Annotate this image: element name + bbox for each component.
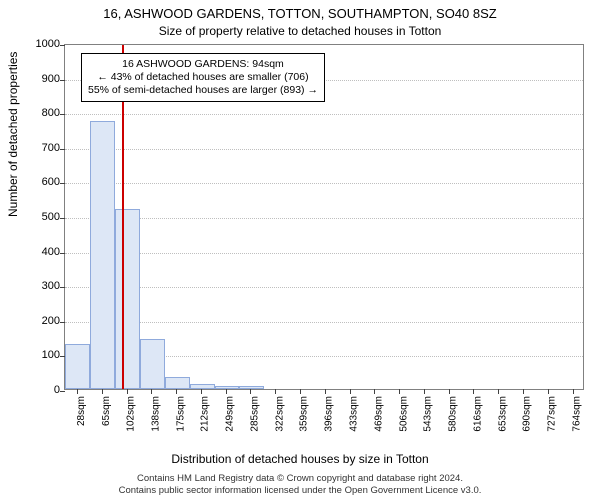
chart-container: 16, ASHWOOD GARDENS, TOTTON, SOUTHAMPTON… (0, 0, 600, 500)
histogram-bar (115, 209, 140, 389)
x-tick-mark (127, 389, 128, 394)
footer-line-1: Contains HM Land Registry data © Crown c… (0, 473, 600, 484)
x-tick-label: 285sqm (249, 396, 260, 432)
y-tick-mark (60, 149, 65, 150)
x-tick-mark (77, 389, 78, 394)
y-tick-label: 0 (12, 384, 60, 396)
x-tick-label: 28sqm (76, 396, 87, 426)
chart-footer: Contains HM Land Registry data © Crown c… (0, 473, 600, 496)
x-tick-mark (102, 389, 103, 394)
histogram-bar (90, 121, 115, 389)
annotation-line: 16 ASHWOOD GARDENS: 94sqm (88, 58, 318, 71)
x-tick-label: 653sqm (497, 396, 508, 432)
histogram-bar (190, 384, 215, 389)
x-tick-mark (573, 389, 574, 394)
histogram-bar (65, 344, 90, 389)
x-tick-mark (498, 389, 499, 394)
grid-line (65, 114, 583, 115)
y-tick-mark (60, 391, 65, 392)
x-tick-mark (399, 389, 400, 394)
histogram-bar (239, 386, 264, 389)
x-tick-label: 690sqm (522, 396, 533, 432)
x-tick-label: 359sqm (299, 396, 310, 432)
x-tick-mark (548, 389, 549, 394)
y-tick-mark (60, 322, 65, 323)
x-tick-label: 543sqm (423, 396, 434, 432)
x-tick-label: 212sqm (200, 396, 211, 432)
x-tick-mark (176, 389, 177, 394)
x-axis-title: Distribution of detached houses by size … (0, 452, 600, 466)
y-tick-mark (60, 218, 65, 219)
x-tick-mark (151, 389, 152, 394)
histogram-bar (140, 339, 165, 389)
x-tick-label: 396sqm (324, 396, 335, 432)
y-tick-label: 900 (12, 73, 60, 85)
x-tick-label: 175sqm (175, 396, 186, 432)
y-tick-mark (60, 253, 65, 254)
y-tick-label: 400 (12, 246, 60, 258)
grid-line (65, 218, 583, 219)
y-tick-label: 700 (12, 142, 60, 154)
y-tick-label: 500 (12, 211, 60, 223)
annotation-box: 16 ASHWOOD GARDENS: 94sqm← 43% of detach… (81, 53, 325, 102)
x-tick-mark (226, 389, 227, 394)
x-tick-label: 580sqm (448, 396, 459, 432)
grid-line (65, 149, 583, 150)
x-tick-label: 764sqm (572, 396, 583, 432)
y-tick-mark (60, 45, 65, 46)
footer-line-2: Contains public sector information licen… (0, 485, 600, 496)
y-tick-mark (60, 287, 65, 288)
chart-subtitle: Size of property relative to detached ho… (0, 24, 600, 38)
y-tick-label: 100 (12, 349, 60, 361)
x-tick-label: 616sqm (472, 396, 483, 432)
histogram-bar (165, 377, 190, 389)
x-tick-label: 469sqm (373, 396, 384, 432)
y-tick-label: 1000 (12, 38, 60, 50)
x-tick-label: 102sqm (126, 396, 137, 432)
x-tick-mark (473, 389, 474, 394)
x-tick-mark (523, 389, 524, 394)
x-tick-label: 727sqm (547, 396, 558, 432)
plot-area: 16 ASHWOOD GARDENS: 94sqm← 43% of detach… (64, 44, 584, 390)
grid-line (65, 287, 583, 288)
x-tick-mark (300, 389, 301, 394)
y-tick-label: 800 (12, 107, 60, 119)
x-tick-label: 506sqm (398, 396, 409, 432)
x-tick-mark (350, 389, 351, 394)
x-tick-label: 322sqm (274, 396, 285, 432)
grid-line (65, 322, 583, 323)
annotation-line: 55% of semi-detached houses are larger (… (88, 84, 318, 97)
x-tick-mark (201, 389, 202, 394)
annotation-line: ← 43% of detached houses are smaller (70… (88, 71, 318, 84)
x-tick-mark (250, 389, 251, 394)
y-tick-mark (60, 183, 65, 184)
x-tick-label: 65sqm (101, 396, 112, 426)
y-tick-label: 600 (12, 176, 60, 188)
y-tick-mark (60, 80, 65, 81)
x-tick-label: 249sqm (225, 396, 236, 432)
x-tick-mark (275, 389, 276, 394)
x-tick-label: 433sqm (349, 396, 360, 432)
y-tick-mark (60, 114, 65, 115)
grid-line (65, 253, 583, 254)
y-tick-label: 300 (12, 280, 60, 292)
x-tick-mark (424, 389, 425, 394)
grid-line (65, 183, 583, 184)
histogram-bar (215, 386, 240, 389)
x-tick-mark (325, 389, 326, 394)
x-tick-mark (374, 389, 375, 394)
x-tick-mark (449, 389, 450, 394)
chart-title: 16, ASHWOOD GARDENS, TOTTON, SOUTHAMPTON… (0, 0, 600, 22)
y-tick-label: 200 (12, 315, 60, 327)
x-tick-label: 138sqm (150, 396, 161, 432)
